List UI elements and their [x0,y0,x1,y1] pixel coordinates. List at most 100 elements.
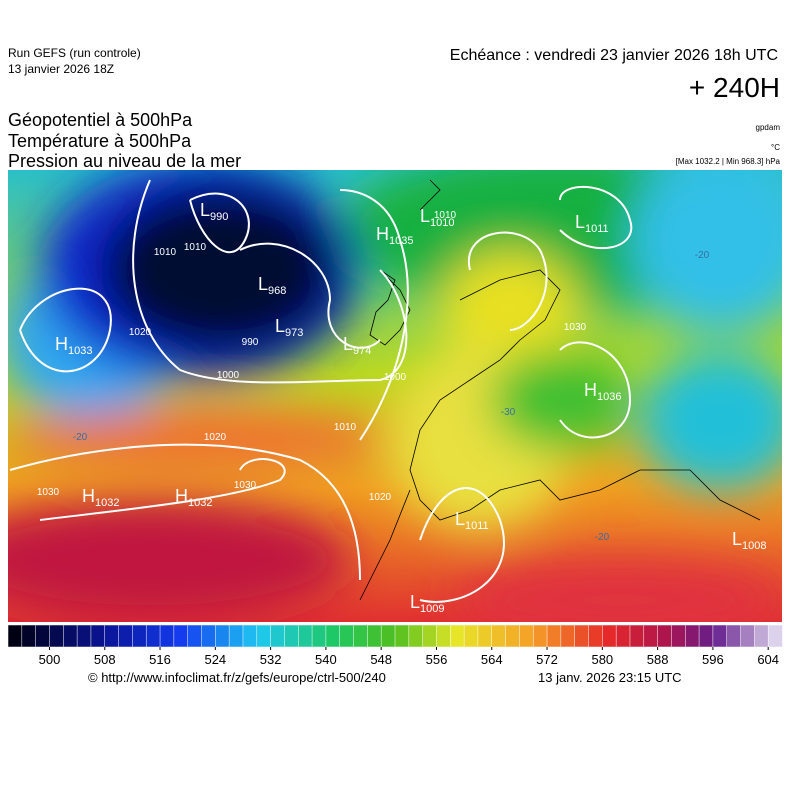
center-letter: L [732,529,742,549]
colorbar-swatch [450,624,465,648]
isobar-label: 1020 [369,492,392,503]
colorbar-swatch [201,624,217,648]
colorbar-swatch [90,624,106,648]
colorbar-swatch [242,624,258,648]
colorbar-swatch [657,624,673,648]
pressure-center: L974 [343,334,371,357]
colorbar-swatch [505,624,521,648]
colorbar-swatch [698,624,714,648]
pressure-center: H1036 [584,380,621,403]
pressure-center: L1009 [410,592,445,615]
pressure-center: L1010 [420,206,455,229]
colorbar-swatch [463,624,479,648]
colorbar-swatch [145,624,161,648]
colorbar-swatch [7,624,23,648]
temperature-label: -20 [695,250,710,261]
colorbar-tick-label: 532 [260,652,282,667]
colorbar-swatch [76,624,92,648]
colorbar-swatch [270,624,286,648]
colorbar-swatch [215,624,230,648]
isobar-label: 990 [242,337,259,348]
colorbar-swatch [726,624,742,648]
center-letter: L [455,509,465,529]
field: Pression au niveau de la mer [8,151,241,171]
isobar-label: 1020 [129,327,152,338]
isobar-label: 1030 [37,487,60,498]
pressure-center: L968 [258,274,286,297]
colorbar-tick-label: 572 [536,652,558,667]
temperature-label: -20 [73,432,88,443]
colorbar-swatch [560,624,576,648]
colorbar: 500 508 516 524 532 540 548 556 564 572 580 588 596 6… [7,624,783,667]
colorbar-swatch [588,624,604,648]
isobar-label: 1000 [217,370,240,381]
colorbar-swatch [256,624,272,648]
colorbar-swatch [477,624,493,648]
colorbar-swatch [187,624,203,648]
isobar-label: 1010 [154,247,177,258]
temperature-label: -30 [501,407,516,418]
colorbar-swatch [21,624,37,648]
center-letter: H [175,486,188,506]
colorbar-swatch [228,624,244,648]
temperature-label: -20 [595,532,610,543]
colorbar-swatch [574,624,590,648]
isobar-label: 1020 [204,432,227,443]
colorbar-swatch [63,624,78,648]
colorbar-swatch [339,624,355,648]
colorbar-swatch [712,624,728,648]
colorbar-swatch [35,624,51,648]
unit: gpdam [756,123,781,132]
colorbar-swatch [740,624,756,648]
pressure-center: H1032 [175,486,212,509]
colorbar-swatch [671,624,687,648]
colorbar-swatch [173,624,189,648]
pressure-center: H1035 [376,224,413,247]
colorbar-swatch [49,624,65,648]
isobar-label: 1010 [184,242,207,253]
colorbar-swatch [367,624,382,648]
colorbar-swatch [298,624,313,648]
unit: °C [771,143,780,152]
center-letter: L [343,334,353,354]
source-url: © http://www.infoclimat.fr/z/gefs/europe… [88,670,386,685]
pressure-center: L1008 [732,529,767,552]
center-letter: L [420,206,430,226]
center-letter: L [200,200,210,220]
center-value: 1036 [597,391,621,403]
colorbar-swatch [629,624,645,648]
center-letter: H [376,224,389,244]
colorbar-tick-label: 556 [426,652,448,667]
center-value: 1011 [585,223,609,235]
isobar-label: 1030 [234,480,257,491]
pressure-center: H1033 [55,334,92,357]
colorbar-tick-label: 500 [39,652,61,667]
colorbar-tick-label: 524 [204,652,226,667]
colorbar-swatch [602,624,617,648]
colorbar-swatch [491,624,507,648]
center-value: 1008 [742,540,766,552]
center-letter: H [82,486,95,506]
colorbar-swatch [546,624,562,648]
generated-time: 13 janv. 2026 23:15 UTC [538,670,682,685]
colorbar-swatch [325,624,341,648]
colorbar-tick-label: 596 [702,652,724,667]
colorbar-swatch [519,624,534,648]
colorbar-swatch [118,624,134,648]
center-value: 1009 [420,603,444,615]
unit: [Max 1032.2 | Min 968.3] hPa [676,157,781,166]
colorbar-tick-label: 508 [94,652,116,667]
field: Géopotentiel à 500hPa [8,110,193,130]
center-letter: L [410,592,420,612]
pressure-center: H1032 [82,486,119,509]
colorbar-swatch [394,624,410,648]
colorbar-swatch [132,624,147,648]
isobar-label: 1010 [334,422,357,433]
pressure-center: L1011 [455,509,489,532]
center-value: 1011 [465,520,489,532]
run-date: 13 janvier 2026 18Z [8,62,114,76]
colorbar-tick-label: 580 [591,652,613,667]
colorbar-swatch [311,624,327,648]
center-value: 1010 [430,217,454,229]
